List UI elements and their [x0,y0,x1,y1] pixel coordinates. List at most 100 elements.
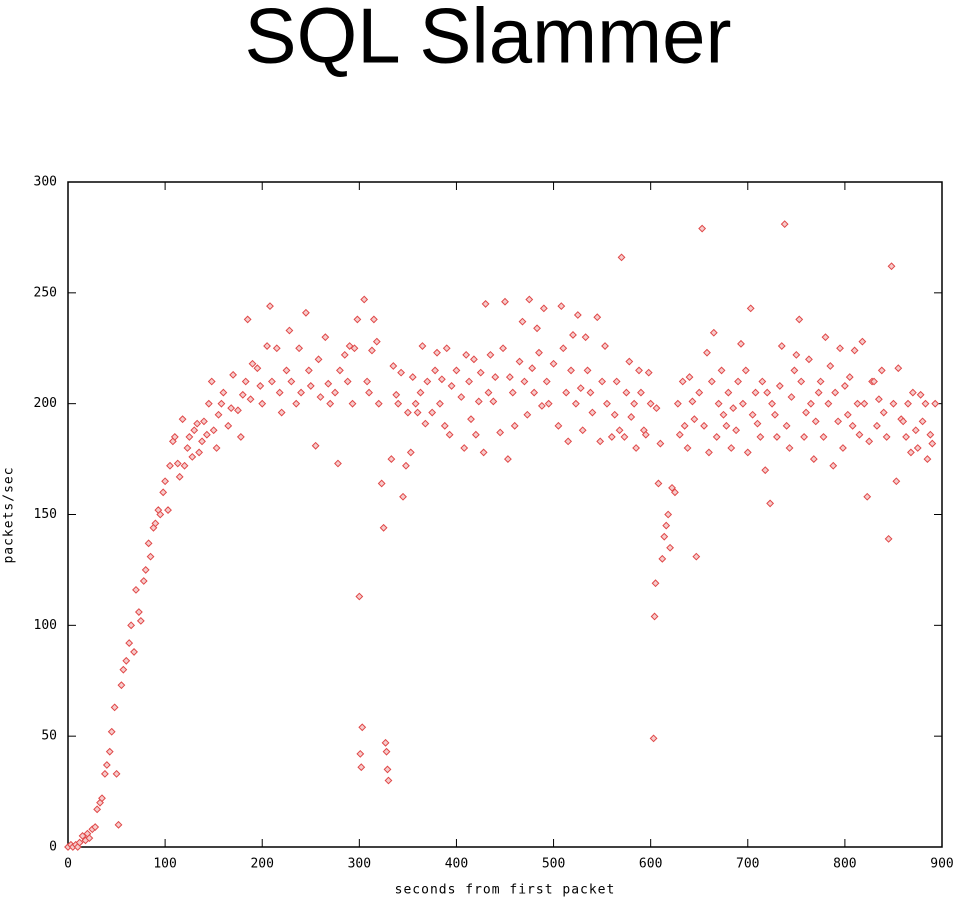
y-tick-label: 0 [49,840,57,855]
scatter-point [258,399,267,408]
scatter-point [539,304,548,313]
scatter-point [408,373,417,381]
scatter-point [413,408,422,417]
scatter-point [416,388,425,397]
scatter-point [437,375,446,384]
scatter-point [581,333,590,342]
scatter-point [641,430,650,439]
scatter-point [683,444,692,452]
scatter-point [902,433,910,441]
scatter-point [588,408,597,417]
scatter-point [692,552,701,561]
scatter-point [326,399,335,408]
scatter-point [406,448,415,457]
scatter-point [383,765,392,774]
scatter-point [173,459,182,468]
scatter-point [787,393,796,401]
scatter-point [652,404,661,413]
scatter-point [481,300,490,308]
x-tick-label: 200 [250,857,273,872]
scatter-point [287,377,296,386]
scatter-point [632,444,641,452]
scatter-point [523,410,532,419]
scatter-point [474,397,483,406]
scatter-point [586,388,595,397]
scatter-point [660,532,669,541]
x-tick-label: 600 [639,857,662,872]
scatter-point [384,776,393,785]
scatter-point [596,437,605,446]
scatter-point [285,326,294,335]
scatter-point [442,344,451,353]
scatter-point [840,382,849,390]
scatter-point [845,373,854,381]
scatter-point [763,388,772,397]
scatter-point [334,459,342,468]
scatter-point [452,366,461,375]
scatter-point [403,408,412,417]
scatter-point [873,421,881,430]
scatter-point [739,399,747,408]
scatter-point [831,388,840,397]
scatter-point [627,413,636,421]
scatter-point [389,362,398,370]
scatter-point [734,377,742,386]
scatter-point [314,355,323,364]
scatter-point [819,433,828,441]
scatter-point [411,399,420,408]
scatter-point [207,377,216,386]
scatter-point [911,426,920,435]
scatter-point [928,439,937,448]
scatter-point [117,681,126,690]
scatter-point [601,342,609,350]
scatter-point [908,388,917,397]
scatter-point [887,262,896,271]
scatter-point [238,390,247,399]
scatter-point [612,377,621,386]
scatter-point [277,408,286,417]
scatter-point [164,506,172,514]
scatter-point [685,373,694,381]
scatter-point [824,399,833,408]
scatter-point [132,585,140,594]
scatter-point [381,738,390,747]
scatter-point [489,397,498,406]
scatter-point [292,399,301,408]
scatter-point [183,444,192,452]
scatter-point [654,479,663,488]
scatter-point [544,399,553,408]
scatter-point [486,350,495,359]
scatter-point [130,648,138,656]
scatter-point [853,399,862,408]
scatter-point [399,492,407,501]
scatter-point [510,421,519,430]
scatter-point [505,373,514,381]
plot-frame [67,181,943,848]
scatter-point [188,452,197,461]
scatter-point [651,579,660,588]
scatter-point [350,344,359,353]
scatter-point [535,348,543,357]
scatter-point [649,734,658,743]
scatter-point [340,350,349,359]
scatter-point [554,421,563,430]
scatter-point [515,357,524,366]
scatter-point [185,433,194,441]
scatter-point [91,823,100,831]
scatter-point [771,410,779,419]
scatter-point [119,665,128,674]
scatter-point [180,461,189,470]
scatter-point [263,342,271,350]
scatter-point [732,426,741,435]
scatter-point [360,295,369,304]
scatter-point [673,399,682,408]
scatter-point [714,399,723,408]
scatter-point [707,377,716,386]
scatter-point [664,510,673,519]
scatter-point [202,430,211,439]
scatter-point [907,448,915,457]
x-tick-label: 800 [833,857,856,872]
x-tick-label: 0 [64,857,72,872]
scatter-point [343,377,352,386]
